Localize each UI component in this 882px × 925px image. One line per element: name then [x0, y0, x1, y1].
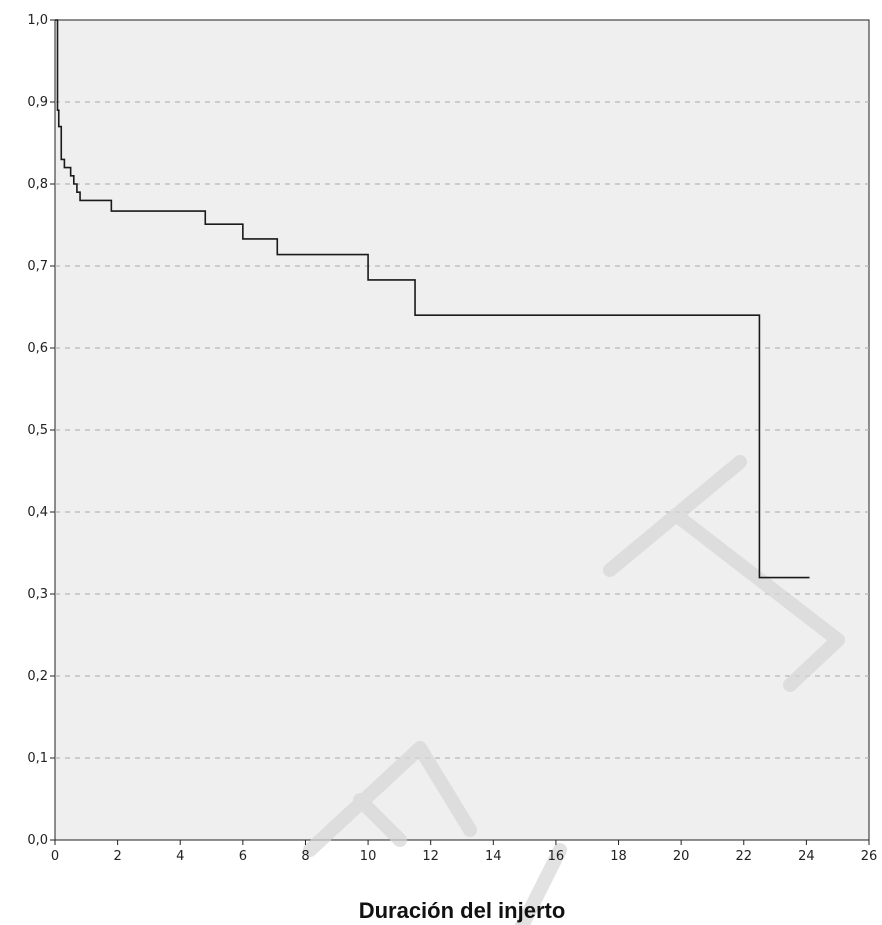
- y-tick-label: 0,6: [27, 341, 48, 356]
- x-tick-label: 22: [735, 849, 752, 864]
- watermark: [303, 455, 845, 925]
- x-tick-label: 10: [360, 849, 377, 864]
- plot-area: [54, 19, 870, 841]
- x-axis: 0 2 4 6 8 10 12 14 16 18 20 22 24 26: [51, 840, 877, 864]
- x-tick-label: 4: [176, 849, 184, 864]
- y-tick-label: 0,7: [27, 259, 48, 274]
- x-tick-label: 26: [861, 849, 878, 864]
- y-tick-label: 0,3: [27, 587, 48, 602]
- x-tick-label: 2: [113, 849, 121, 864]
- x-tick-label: 16: [548, 849, 565, 864]
- x-tick-label: 24: [798, 849, 815, 864]
- y-tick-label: 0,2: [27, 669, 48, 684]
- y-tick-label: 0,1: [27, 751, 48, 766]
- y-tick-label: 1,0: [27, 13, 48, 28]
- x-tick-label: 18: [610, 849, 627, 864]
- x-tick-label: 8: [301, 849, 309, 864]
- y-tick-label: 0,4: [27, 505, 48, 520]
- survival-step-line: [55, 19, 810, 579]
- y-tick-label: 0,5: [27, 423, 48, 438]
- x-tick-label: 6: [239, 849, 247, 864]
- y-axis: 0,0 0,1 0,2 0,3 0,4 0,5 0,6 0,7 0,8 0,9 1,0: [27, 13, 55, 848]
- x-tick-label: 0: [51, 849, 59, 864]
- x-tick-label: 12: [422, 849, 439, 864]
- x-axis-title: Duración del injerto: [359, 898, 566, 923]
- y-tick-label: 0,8: [27, 177, 48, 192]
- y-tick-label: 0,0: [27, 833, 48, 848]
- x-tick-label: 20: [673, 849, 690, 864]
- x-tick-label: 14: [485, 849, 502, 864]
- y-tick-label: 0,9: [27, 95, 48, 110]
